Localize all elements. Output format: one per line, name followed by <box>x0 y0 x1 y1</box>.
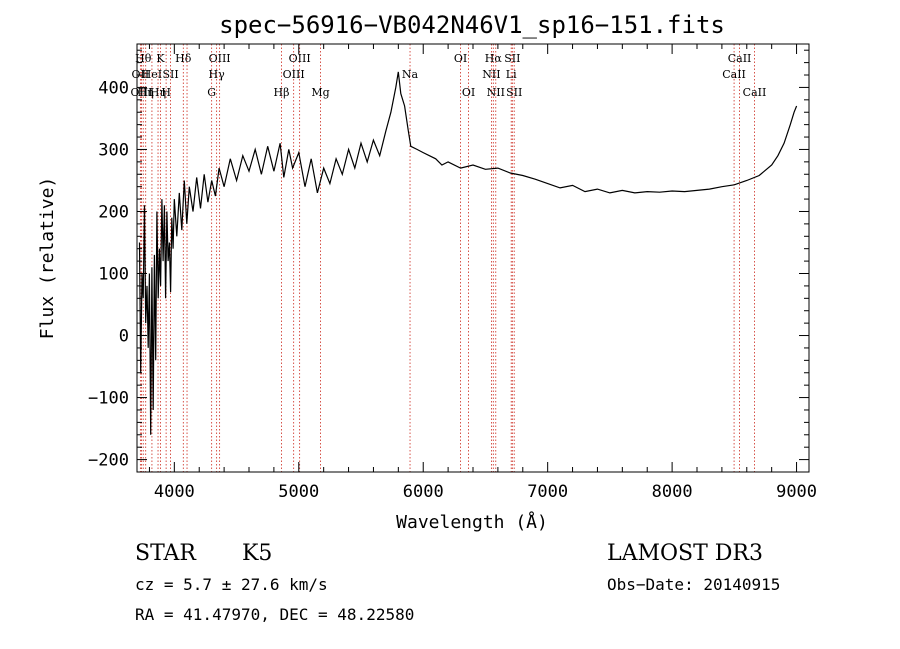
marker-label-20: OI <box>462 86 475 99</box>
y-tick-label-1: −100 <box>88 389 129 409</box>
marker-label-27: CaII <box>722 68 746 81</box>
marker-label-6: K <box>156 52 165 65</box>
x-tick-label-3: 7000 <box>527 482 568 502</box>
survey-name: LAMOST DR3 <box>607 541 763 566</box>
y-tick-label-2: 0 <box>119 327 129 347</box>
marker-label-17: Mg <box>311 86 329 99</box>
marker-label-5: Hη <box>150 86 166 99</box>
marker-label-26: SII <box>506 86 522 99</box>
marker-label-23: NII <box>487 86 505 99</box>
marker-label-15: OIII <box>283 68 305 81</box>
marker-label-19: OI <box>454 52 467 65</box>
marker-label-25: SII <box>504 52 520 65</box>
observation-date: Obs−Date: 20140915 <box>607 575 780 594</box>
chart-title: spec−56916−VB042N46V1_sp16−151.fits <box>219 11 725 39</box>
x-tick-label-0: 4000 <box>154 482 195 502</box>
marker-label-0: OII <box>132 68 150 81</box>
marker-label-28: CaII <box>728 52 752 65</box>
marker-label-16: OIII <box>289 52 311 65</box>
emission-line-labels: OII OIII Hθ Hη HeI Hη K H SII Hδ G Hγ OIII Hβ OIII OIII… <box>130 52 766 99</box>
marker-label-29: CaII <box>743 86 767 99</box>
marker-label-7: H <box>161 86 171 99</box>
y-axis-label: Flux (relative) <box>37 177 58 340</box>
marker-label-12: Hγ <box>209 68 226 81</box>
marker-label-21: NII <box>482 68 500 81</box>
y-axis-ticks: −200 −100 0 100 200 300 400 <box>88 49 809 471</box>
y-tick-label-3: 100 <box>98 265 129 285</box>
marker-label-11: G <box>207 86 216 99</box>
marker-label-4: HeI <box>142 68 162 81</box>
x-tick-label-5: 9000 <box>776 482 817 502</box>
marker-label-22: Hα <box>485 52 503 65</box>
object-class: STAR <box>135 541 197 566</box>
x-tick-label-2: 6000 <box>403 482 444 502</box>
y-tick-label-4: 200 <box>98 202 129 222</box>
x-axis-ticks: 4000 5000 6000 7000 8000 9000 <box>148 44 817 502</box>
marker-label-14: Hβ <box>274 86 290 99</box>
marker-label-18: Na <box>402 68 419 81</box>
spectrum-line <box>138 71 798 435</box>
marker-label-8: SII <box>162 68 178 81</box>
x-axis-label: Wavelength (Å) <box>396 511 548 533</box>
y-tick-label-6: 400 <box>98 78 129 98</box>
marker-label-9: Hδ <box>175 52 192 65</box>
sky-coordinates: RA = 41.47970, DEC = 48.22580 <box>135 605 414 624</box>
redshift-velocity: cz = 5.7 ± 27.6 km/s <box>135 575 328 594</box>
y-tick-label-5: 300 <box>98 140 129 160</box>
marker-label-2: Hθ <box>135 52 152 65</box>
y-tick-label-0: −200 <box>88 451 129 471</box>
marker-label-24: Li <box>506 68 517 81</box>
plot-frame <box>136 43 810 473</box>
spectral-subclass: K5 <box>242 541 272 566</box>
marker-label-13: OIII <box>209 52 231 65</box>
emission-line-markers <box>139 44 755 472</box>
marker-label-1: OIII <box>130 86 152 99</box>
x-tick-label-1: 5000 <box>278 482 319 502</box>
marker-label-3: Hη <box>138 86 154 99</box>
x-tick-label-4: 8000 <box>652 482 693 502</box>
